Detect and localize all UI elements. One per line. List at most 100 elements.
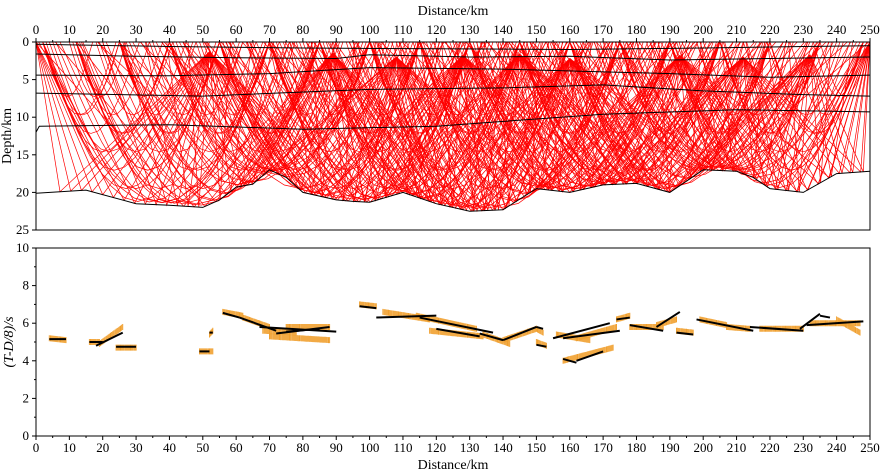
ray-path-210 — [669, 41, 837, 176]
ray-panel-y-axis-title: Depth/km — [0, 108, 15, 164]
calculated-curve-27 — [696, 318, 754, 332]
x-tick-label: 240 — [827, 440, 847, 455]
calculated-curve-16 — [502, 326, 537, 342]
ray-path-7 — [42, 41, 257, 203]
y-tick-label: 20 — [16, 184, 29, 199]
observed-pick-20 — [562, 344, 614, 364]
ray-path-258 — [672, 41, 864, 186]
calculated-curve-28 — [749, 325, 804, 332]
x-tick-label: 190 — [660, 22, 680, 37]
x-tick-label: 140 — [493, 22, 513, 37]
x-tick-label: 200 — [693, 440, 713, 455]
ray-path-122 — [419, 41, 611, 201]
travel-time-panel-frame — [35, 247, 871, 437]
ray-path-17 — [75, 41, 314, 205]
ray-path-107 — [155, 41, 370, 174]
interface-line-4 — [35, 109, 871, 133]
x-tick-label: 50 — [196, 22, 209, 37]
ray-path-497 — [809, 41, 854, 177]
x-tick-label: 30 — [130, 440, 143, 455]
observed-pick-6 — [222, 308, 244, 319]
interface-line-0 — [35, 43, 871, 51]
x-tick-label: 80 — [296, 440, 309, 455]
x-tick-label: 90 — [330, 22, 343, 37]
calculated-curve-7 — [239, 316, 277, 332]
x-tick-label: 180 — [627, 440, 647, 455]
ray-path-231 — [719, 41, 771, 97]
x-tick-label: 150 — [527, 22, 547, 37]
x-tick-label: 180 — [627, 22, 647, 37]
ray-path-72 — [55, 41, 270, 203]
x-tick-label: 120 — [427, 440, 447, 455]
ray-path-85 — [152, 41, 320, 186]
y-tick-label: 0 — [23, 428, 30, 443]
y-tick-label: 4 — [23, 353, 30, 368]
x-tick-label: 250 — [860, 440, 880, 455]
calculated-curve-14 — [436, 327, 480, 338]
x-tick-label: 230 — [794, 440, 814, 455]
calculated-curve-10 — [286, 327, 320, 333]
ray-path-6 — [42, 41, 234, 202]
y-tick-label: 8 — [23, 278, 30, 293]
x-tick-label: 100 — [360, 22, 380, 37]
y-tick-label: 2 — [23, 390, 30, 405]
observed-pick-9 — [269, 333, 331, 344]
x-tick-label: 70 — [263, 440, 276, 455]
calculated-curve-29 — [799, 313, 821, 330]
x-tick-label: 40 — [163, 22, 176, 37]
calculated-curve-15 — [479, 332, 504, 342]
ray-path-67 — [269, 41, 437, 189]
calculated-curve-19 — [552, 322, 611, 340]
x-tick-label: 90 — [330, 440, 343, 455]
x-tick-label: 60 — [230, 22, 243, 37]
x-tick-label: 110 — [393, 22, 412, 37]
x-tick-label: 220 — [760, 22, 780, 37]
travel-time-y-axis-title: (T-D/8)/s — [2, 316, 17, 368]
interface-line-1 — [35, 53, 871, 61]
calculated-curve-6 — [222, 311, 240, 319]
x-tick-label: 140 — [493, 440, 513, 455]
y-tick-label: 6 — [23, 315, 30, 330]
y-tick-label: 10 — [16, 109, 29, 124]
interface-line-2 — [35, 67, 871, 78]
x-tick-label: 100 — [360, 440, 380, 455]
y-tick-label: 15 — [16, 147, 29, 162]
ray-path-70 — [79, 41, 270, 204]
y-tick-label: 25 — [16, 222, 29, 237]
ray-path-250 — [606, 41, 821, 169]
ray-path-25 — [119, 41, 287, 189]
x-tick-label: 10 — [63, 22, 76, 37]
calculated-curve-12 — [376, 314, 437, 319]
calculated-curve-21 — [576, 350, 604, 362]
calculated-curve-18 — [536, 343, 547, 348]
ray-path-32 — [95, 41, 170, 116]
observed-pick-24 — [656, 316, 677, 329]
ray-path-243 — [769, 41, 821, 97]
ray-path-10 — [75, 41, 150, 116]
x-tick-label: 20 — [96, 22, 109, 37]
x-tick-label: 0 — [33, 22, 40, 37]
calculated-curve-30 — [819, 314, 831, 319]
x-tick-label: 70 — [263, 22, 276, 37]
travel-time-x-ticks: 0 10 20 30 40 50 60 70 80 90 100 110 120 130 140 150 160… — [33, 436, 880, 455]
x-tick-label: 170 — [593, 440, 613, 455]
interface-line-3 — [35, 84, 871, 97]
calculated-curve-24 — [629, 324, 664, 332]
x-tick-label: 150 — [527, 440, 547, 455]
x-tick-label: 40 — [163, 440, 176, 455]
travel-time-x-axis-title: Distance/km — [418, 458, 489, 473]
ray-panel-y-ticks: 0 5 10 15 20 25 — [16, 34, 36, 237]
y-tick-label: 5 — [23, 72, 30, 87]
calculated-curve-11 — [359, 305, 377, 310]
observed-pick-11 — [359, 301, 377, 310]
calculated-curve-22 — [562, 329, 620, 340]
x-tick-label: 50 — [196, 440, 209, 455]
x-tick-label: 10 — [63, 440, 76, 455]
velocity-interfaces — [35, 43, 871, 212]
calculated-curve-26 — [676, 331, 694, 336]
interface-line-5 — [35, 169, 871, 212]
ray-path-257 — [696, 41, 864, 188]
x-tick-label: 190 — [660, 440, 680, 455]
calculated-curve-8 — [259, 325, 337, 333]
